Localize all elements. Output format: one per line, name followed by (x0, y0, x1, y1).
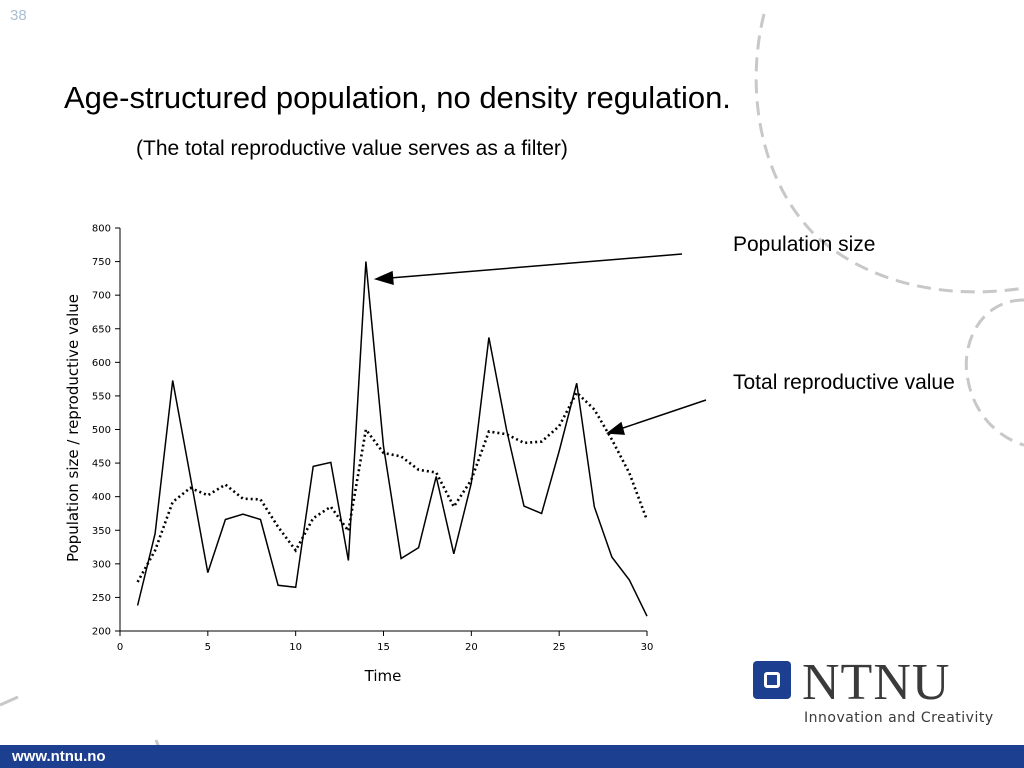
series-line-total-reproductive-value (136, 390, 649, 583)
y-axis-label: Population size / reproductive value (64, 294, 82, 562)
series-line-population-size (136, 261, 648, 617)
population-size-arrowhead (373, 270, 394, 286)
y-tick-label: 650 (92, 324, 111, 335)
y-tick-label: 250 (92, 593, 111, 604)
logo-tagline: Innovation and Creativity (804, 710, 994, 726)
y-tick-label: 800 (92, 224, 111, 235)
x-tick-label: 25 (553, 642, 566, 653)
ntnu-logo-mark (753, 661, 791, 699)
slide-title: Age-structured population, no density re… (64, 80, 731, 115)
y-tick-label: 750 (92, 257, 111, 268)
population-size-arrow (389, 253, 683, 279)
footer-bar: www.ntnu.no (0, 745, 1024, 768)
y-tick-label: 300 (92, 559, 111, 570)
reproductive-value-arrowhead (605, 421, 625, 435)
y-tick-label: 400 (92, 492, 111, 503)
y-tick-label: 350 (92, 526, 111, 537)
ntnu-logo: NTNU Innovation and Creativity (752, 654, 1002, 735)
x-axis-ticks: 0 5 10 15 20 25 30 (117, 631, 654, 653)
y-axis-ticks: 200 250 300 350 400 450 500 550 600 650 700 750 800 (92, 224, 120, 638)
chart-axes (119, 228, 647, 632)
y-tick-label: 600 (92, 358, 111, 369)
y-tick-label: 500 (92, 425, 111, 436)
x-axis-label: Time (364, 667, 402, 685)
logo-name: NTNU (802, 654, 951, 711)
annotation-population-size: Population size (733, 233, 876, 256)
x-tick-label: 20 (465, 642, 478, 653)
reproductive-value-arrow (619, 399, 707, 430)
x-tick-label: 15 (377, 642, 390, 653)
x-tick-label: 5 (205, 642, 211, 653)
slide-subtitle: (The total reproductive value serves as … (136, 137, 568, 160)
slide-number: 38 (10, 7, 27, 24)
annotation-arrows (373, 253, 707, 435)
y-tick-label: 450 (92, 459, 111, 470)
chart-series (136, 261, 649, 617)
y-tick-label: 700 (92, 291, 111, 302)
footer-url[interactable]: www.ntnu.no (12, 748, 106, 765)
y-tick-label: 550 (92, 391, 111, 402)
annotation-total-reproductive-value: Total reproductive value (733, 371, 955, 394)
x-tick-label: 10 (289, 642, 302, 653)
y-tick-label: 200 (92, 627, 111, 638)
x-tick-label: 0 (117, 642, 123, 653)
x-tick-label: 30 (641, 642, 654, 653)
